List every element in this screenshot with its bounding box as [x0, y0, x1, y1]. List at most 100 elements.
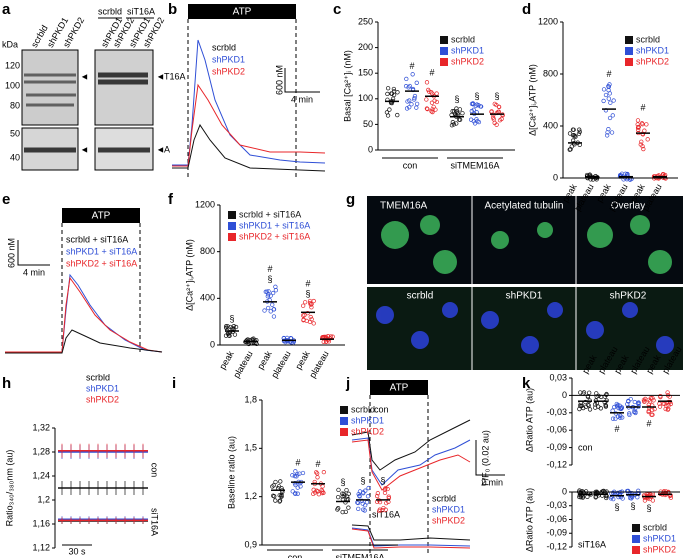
- panel-letter: f: [168, 191, 174, 208]
- dot: [598, 406, 603, 411]
- dot: [343, 509, 348, 515]
- dot: [387, 107, 392, 112]
- symbol: #: [409, 61, 414, 71]
- y-tick-label: -0,12: [546, 459, 567, 469]
- dot: [305, 310, 310, 316]
- legend: scrbld: [86, 372, 110, 382]
- dot: [636, 401, 641, 407]
- legend-label: scrbld + siT16A: [239, 209, 301, 219]
- trace: [172, 123, 326, 172]
- dot: [642, 498, 648, 503]
- scale-label: 4 min: [23, 267, 45, 277]
- trace: [351, 524, 471, 541]
- dot: [460, 111, 465, 116]
- dot: [639, 139, 644, 144]
- dot: [606, 96, 611, 101]
- dot: [644, 122, 649, 127]
- scale-bar: [17, 240, 50, 266]
- panel-e: e ATP scrbld + siT16A shPKD1 + siT16A sh…: [2, 191, 163, 354]
- dot: [385, 486, 390, 492]
- stimulus: ATP: [390, 383, 409, 394]
- dot: [663, 406, 668, 412]
- dot: [390, 96, 396, 101]
- dot: [403, 84, 409, 89]
- scale-bar: [284, 68, 320, 93]
- dot: [471, 107, 476, 112]
- image-label: Overlay: [611, 201, 645, 212]
- legend: shPKD1 + siT16A: [66, 246, 137, 256]
- dot: [377, 507, 382, 512]
- dot: [292, 481, 298, 486]
- image-label: scrbld: [407, 291, 434, 302]
- dot: [232, 332, 238, 337]
- dot: [492, 120, 497, 126]
- dot: [636, 488, 641, 493]
- group-label: siT16A: [127, 6, 155, 16]
- y-tick-label: 1,12: [32, 542, 50, 552]
- legend: scrbld: [432, 493, 456, 503]
- dot: [272, 494, 277, 499]
- image-label: TMEM16A: [380, 201, 428, 212]
- dot: [434, 91, 439, 96]
- legend-label: scrbld: [636, 34, 660, 44]
- dot: [607, 91, 612, 96]
- panel-h: h Ratio₃₄₀/₃₈₀nm (au) scrbld shPKD1 shPK…: [2, 372, 160, 556]
- image-row: [367, 196, 683, 284]
- dot: [293, 469, 298, 474]
- dot: [663, 491, 668, 496]
- dot: [273, 479, 278, 485]
- stimulus: ATP: [233, 7, 252, 18]
- dot: [270, 302, 275, 307]
- dot: [271, 307, 277, 312]
- dot: [404, 106, 410, 111]
- trace: [351, 439, 471, 491]
- dot: [375, 491, 381, 496]
- symbol: §: [630, 501, 635, 511]
- dot: [571, 127, 576, 132]
- dot: [650, 407, 655, 413]
- dot: [300, 470, 306, 476]
- dot: [613, 416, 618, 421]
- dot: [468, 117, 474, 122]
- dot: [409, 102, 414, 107]
- y-tick-label: 800: [200, 246, 215, 256]
- legend-swatch: [228, 233, 236, 241]
- dot: [224, 325, 229, 331]
- legend-swatch: [625, 36, 633, 44]
- dot: [434, 99, 440, 105]
- dot: [649, 412, 654, 417]
- symbol: §: [646, 503, 651, 513]
- dot: [618, 415, 623, 420]
- dot: [454, 121, 459, 126]
- scale-label: 4 min: [291, 94, 313, 104]
- dot: [452, 109, 457, 114]
- y-tick-label: 400: [543, 120, 558, 130]
- dot: [587, 407, 593, 412]
- symbol: §: [474, 91, 479, 101]
- dot: [593, 405, 598, 410]
- y-label: ΔRatio ATP (au): [524, 488, 534, 552]
- dot: [414, 80, 419, 85]
- dot: [594, 394, 599, 399]
- dot: [607, 82, 612, 87]
- dot: [277, 498, 283, 503]
- panel-a: a kDa 120 100 80 50 40 ◄ ◄ ◄ T16A ◄ A scrb…: [2, 1, 186, 171]
- y-tick-label: 1200: [195, 199, 215, 209]
- image-row: [367, 287, 683, 370]
- dot: [476, 103, 481, 108]
- dot: [618, 406, 624, 411]
- stimulus-bar: [188, 4, 296, 19]
- symbol: §: [494, 91, 499, 101]
- dot: [414, 101, 420, 107]
- legend: scrbld: [212, 42, 236, 52]
- dot: [606, 127, 611, 132]
- dot: [406, 85, 411, 90]
- dot: [577, 403, 583, 408]
- dot: [424, 106, 430, 111]
- dot: [389, 91, 394, 96]
- trace: [351, 419, 471, 471]
- y-tick-label: -0,03: [546, 407, 567, 417]
- dot: [303, 300, 308, 305]
- dot: [404, 76, 409, 82]
- symbol: #: [267, 264, 272, 274]
